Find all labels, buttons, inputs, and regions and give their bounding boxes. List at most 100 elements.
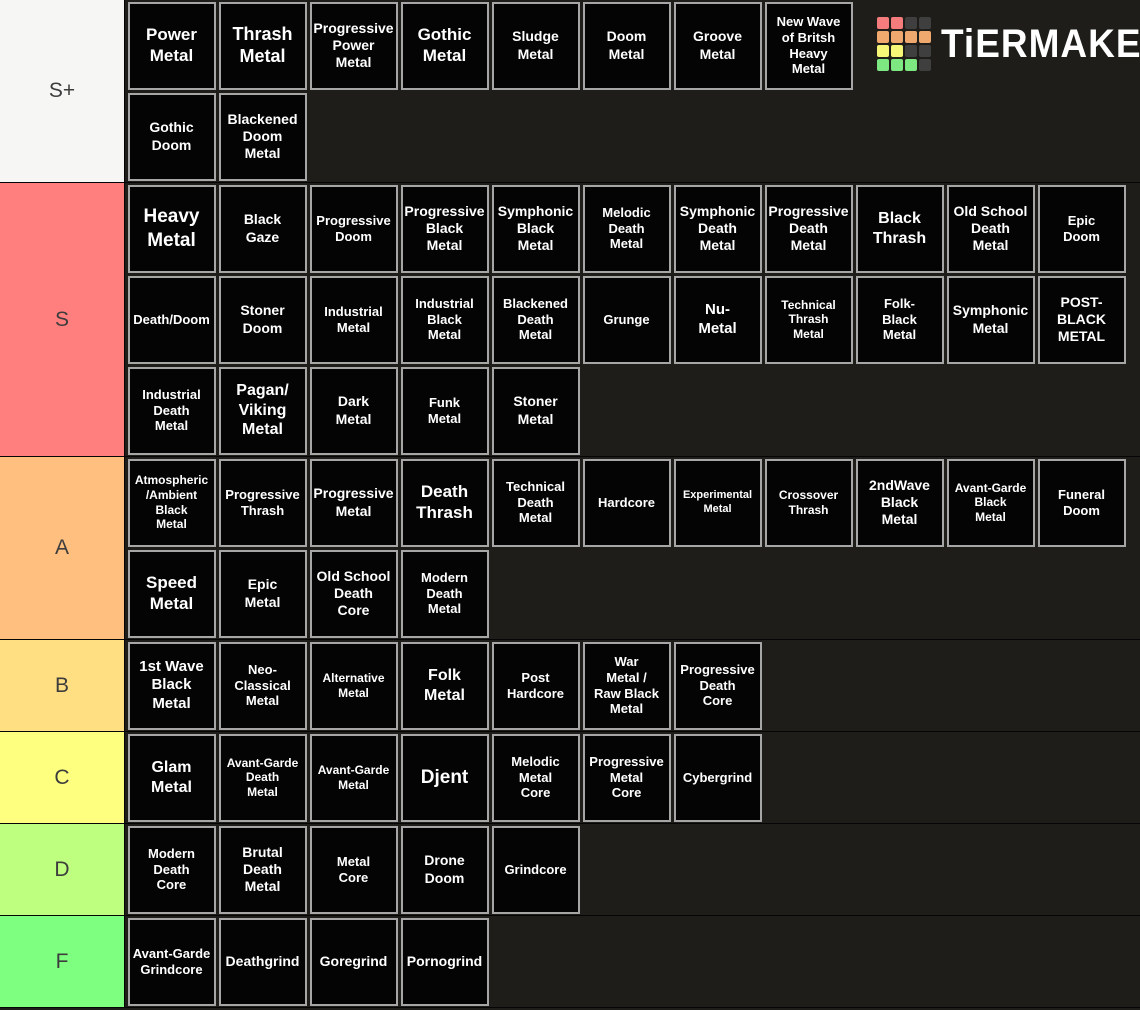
tier-row-splus: S+ Power Metal Thrash Metal Progressive Pow…	[0, 0, 1140, 183]
tile[interactable]: Symphonic Metal	[946, 275, 1035, 364]
tile[interactable]: 1st Wave Black Metal	[127, 641, 216, 730]
tile[interactable]: War Metal / Raw Black Metal	[582, 641, 671, 730]
tile[interactable]: Industrial Metal	[309, 275, 398, 364]
tile[interactable]: Stoner Metal	[491, 366, 580, 455]
tile[interactable]: Progressive Black Metal	[400, 184, 489, 273]
logo-grid-square	[877, 59, 889, 71]
logo-grid-square	[877, 45, 889, 57]
tile[interactable]: 2ndWave Black Metal	[855, 458, 944, 547]
tile[interactable]: Modern Death Core	[127, 825, 216, 914]
tile[interactable]: Groove Metal	[673, 1, 762, 90]
tile-row: Speed Metal Epic Metal Old School Death Co…	[126, 548, 1140, 639]
tile-row: Atmospheric /Ambient Black Metal Progress…	[126, 457, 1140, 548]
tile[interactable]: Gothic Metal	[400, 1, 489, 90]
tile[interactable]: Blackened Death Metal	[491, 275, 580, 364]
tile[interactable]: Grunge	[582, 275, 671, 364]
tile[interactable]: Industrial Death Metal	[127, 366, 216, 455]
tile[interactable]: Cybergrind	[673, 733, 762, 822]
tier-tiles-area: Avant-Garde Grindcore Deathgrind Goregrind…	[125, 916, 1140, 1007]
tile[interactable]: Glam Metal	[127, 733, 216, 822]
tile[interactable]: Nu- Metal	[673, 275, 762, 364]
tile[interactable]: Symphonic Black Metal	[491, 184, 580, 273]
tile[interactable]: Thrash Metal	[218, 1, 307, 90]
tile[interactable]: Technical Death Metal	[491, 458, 580, 547]
tile-row: Modern Death Core Brutal Death Metal Metal…	[126, 824, 1140, 915]
tile[interactable]: Funeral Doom	[1037, 458, 1126, 547]
tile[interactable]: Brutal Death Metal	[218, 825, 307, 914]
tile[interactable]: New Wave of Britsh Heavy Metal	[764, 1, 853, 90]
tile[interactable]: Neo- Classical Metal	[218, 641, 307, 730]
tile[interactable]: Avant-Garde Death Metal	[218, 733, 307, 822]
tile-row: Heavy Metal Black Gaze Progressive Doom Pro…	[126, 183, 1140, 274]
tile[interactable]: Folk- Black Metal	[855, 275, 944, 364]
tile[interactable]: Grindcore	[491, 825, 580, 914]
tile[interactable]: Alternative Metal	[309, 641, 398, 730]
tile[interactable]: Modern Death Metal	[400, 549, 489, 638]
tier-row-f: F Avant-Garde Grindcore Deathgrind Goregrin…	[0, 916, 1140, 1008]
tile[interactable]: Stoner Doom	[218, 275, 307, 364]
tile[interactable]: Black Thrash	[855, 184, 944, 273]
tile[interactable]: Avant-Garde Black Metal	[946, 458, 1035, 547]
tile[interactable]: Melodic Death Metal	[582, 184, 671, 273]
tile[interactable]: Crossover Thrash	[764, 458, 853, 547]
tiermaker-logo-text: TiERMAKER	[941, 21, 1140, 66]
tier-label: D	[0, 824, 125, 915]
tile[interactable]: Power Metal	[127, 1, 216, 90]
logo-grid-square	[905, 17, 917, 29]
tier-label: B	[0, 640, 125, 731]
logo-grid-square	[905, 59, 917, 71]
tile[interactable]: Progressive Power Metal	[309, 1, 398, 90]
tile[interactable]: Death/Doom	[127, 275, 216, 364]
tile[interactable]: Epic Doom	[1037, 184, 1126, 273]
tile[interactable]: Heavy Metal	[127, 184, 216, 273]
logo-grid-square	[919, 45, 931, 57]
tile[interactable]: POST- BLACK METAL	[1037, 275, 1126, 364]
tier-row-d: D Modern Death Core Brutal Death Metal Meta…	[0, 824, 1140, 916]
tile[interactable]: Progressive Thrash	[218, 458, 307, 547]
tier-tiles-area: Atmospheric /Ambient Black Metal Progress…	[125, 457, 1140, 639]
tier-label: C	[0, 732, 125, 823]
tile[interactable]: Doom Metal	[582, 1, 671, 90]
tile[interactable]: Pornogrind	[400, 917, 489, 1006]
tier-row-b: B 1st Wave Black Metal Neo- Classical Meta…	[0, 640, 1140, 732]
tile[interactable]: Drone Doom	[400, 825, 489, 914]
tile[interactable]: Metal Core	[309, 825, 398, 914]
tile[interactable]: Hardcore	[582, 458, 671, 547]
tile[interactable]: Deathgrind	[218, 917, 307, 1006]
tile[interactable]: Progressive Death Metal	[764, 184, 853, 273]
tile[interactable]: Folk Metal	[400, 641, 489, 730]
tile[interactable]: Industrial Black Metal	[400, 275, 489, 364]
tile[interactable]: Sludge Metal	[491, 1, 580, 90]
tile[interactable]: Black Gaze	[218, 184, 307, 273]
logo-grid-square	[919, 59, 931, 71]
tile[interactable]: Progressive Metal	[309, 458, 398, 547]
tile[interactable]: Blackened Doom Metal	[218, 92, 307, 181]
tile-row: Glam Metal Avant-Garde Death Metal Avant-G…	[126, 732, 1140, 823]
tier-tiles-area: Glam Metal Avant-Garde Death Metal Avant-G…	[125, 732, 1140, 823]
tile[interactable]: Djent	[400, 733, 489, 822]
tile[interactable]: Pagan/ Viking Metal	[218, 366, 307, 455]
tile[interactable]: Avant-Garde Grindcore	[127, 917, 216, 1006]
tile[interactable]: Progressive Metal Core	[582, 733, 671, 822]
tile[interactable]: Death Thrash	[400, 458, 489, 547]
tile[interactable]: Progressive Death Core	[673, 641, 762, 730]
tile[interactable]: Post Hardcore	[491, 641, 580, 730]
tile[interactable]: Funk Metal	[400, 366, 489, 455]
tile[interactable]: Epic Metal	[218, 549, 307, 638]
tier-row-c: C Glam Metal Avant-Garde Death Metal Avant-…	[0, 732, 1140, 824]
tile[interactable]: Melodic Metal Core	[491, 733, 580, 822]
tile[interactable]: Atmospheric /Ambient Black Metal	[127, 458, 216, 547]
tile[interactable]: Progressive Doom	[309, 184, 398, 273]
tile[interactable]: Speed Metal	[127, 549, 216, 638]
tile[interactable]: Avant-Garde Metal	[309, 733, 398, 822]
tile[interactable]: Technical Thrash Metal	[764, 275, 853, 364]
tile[interactable]: Experimental Metal	[673, 458, 762, 547]
tiermaker-logo: TiERMAKER	[877, 17, 1140, 71]
logo-grid-square	[905, 45, 917, 57]
tile[interactable]: Goregrind	[309, 917, 398, 1006]
tile[interactable]: Dark Metal	[309, 366, 398, 455]
tile[interactable]: Old School Death Core	[309, 549, 398, 638]
tile[interactable]: Gothic Doom	[127, 92, 216, 181]
tile[interactable]: Old School Death Metal	[946, 184, 1035, 273]
tile[interactable]: Symphonic Death Metal	[673, 184, 762, 273]
